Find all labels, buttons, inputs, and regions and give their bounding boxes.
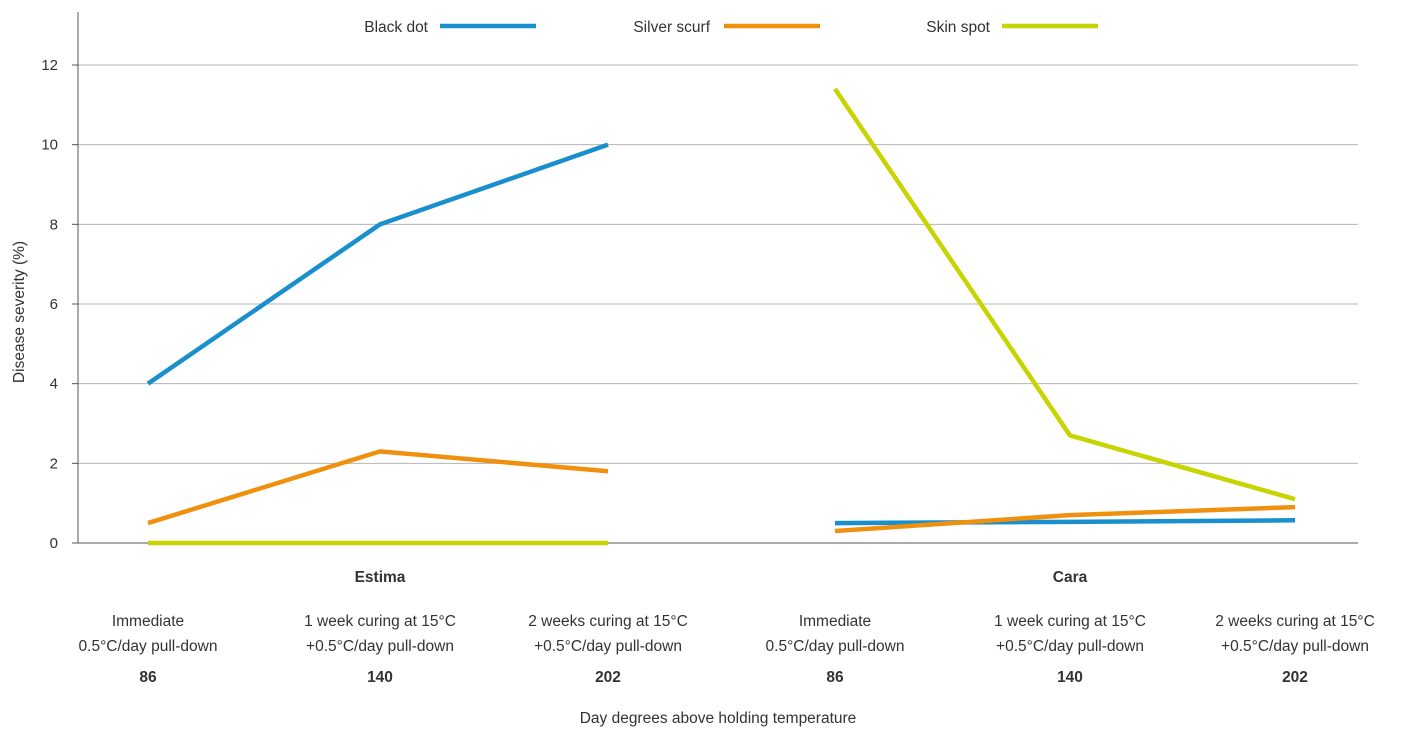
category-label-line1: 1 week curing at 15°C xyxy=(994,613,1146,630)
legend: Black dot Silver scurf Skin spot xyxy=(364,19,1098,36)
legend-label-silver-scurf: Silver scurf xyxy=(633,19,710,36)
category-label-line1: 1 week curing at 15°C xyxy=(304,613,456,630)
y-tick-label: 0 xyxy=(50,535,58,552)
y-tick-label: 6 xyxy=(50,296,58,313)
legend-label-black-dot: Black dot xyxy=(364,19,428,36)
y-tick-label: 2 xyxy=(50,455,58,472)
category-value: 202 xyxy=(595,669,621,686)
category-label-line1: 2 weeks curing at 15°C xyxy=(1215,613,1375,630)
legend-label-skin-spot: Skin spot xyxy=(926,19,990,36)
gridlines xyxy=(72,64,1358,544)
category-label-line1: Immediate xyxy=(112,613,184,630)
category-value: 86 xyxy=(826,669,844,686)
category-label-line2: +0.5°C/day pull-down xyxy=(306,638,454,655)
category-label-line1: Immediate xyxy=(799,613,871,630)
y-axis-label: Disease severity (%) xyxy=(11,241,28,383)
category-value: 140 xyxy=(1057,669,1083,686)
group-labels: Estima Cara xyxy=(355,569,1088,586)
black-dot-line-cara xyxy=(834,518,1296,526)
y-tick-label: 8 xyxy=(50,216,58,233)
category-label-line1: 2 weeks curing at 15°C xyxy=(528,613,688,630)
category-label-line2: +0.5°C/day pull-down xyxy=(1221,638,1369,655)
category-labels: Immediate 0.5°C/day pull-down 86 1 week cur… xyxy=(79,613,1375,686)
x-axis-label: Day degrees above holding temperature xyxy=(580,710,857,727)
black-dot-line-estima xyxy=(146,142,609,386)
category-label-line2: 0.5°C/day pull-down xyxy=(766,638,905,655)
category-label-line2: 0.5°C/day pull-down xyxy=(79,638,218,655)
category-label-line2: +0.5°C/day pull-down xyxy=(996,638,1144,655)
category-value: 140 xyxy=(367,669,393,686)
y-tick-label: 12 xyxy=(41,57,58,74)
category-label-line2: +0.5°C/day pull-down xyxy=(534,638,682,655)
category-value: 202 xyxy=(1282,669,1308,686)
group-label: Estima xyxy=(355,569,406,586)
silver-scurf-line-estima xyxy=(147,449,609,526)
series-lines xyxy=(146,87,1296,546)
y-tick-label: 10 xyxy=(41,137,58,154)
category-value: 86 xyxy=(139,669,157,686)
group-label: Cara xyxy=(1053,569,1088,586)
y-tick-labels: 0 2 4 6 8 10 12 xyxy=(41,57,58,552)
y-tick-label: 4 xyxy=(50,376,58,393)
skin-spot-line-cara xyxy=(833,87,1296,502)
